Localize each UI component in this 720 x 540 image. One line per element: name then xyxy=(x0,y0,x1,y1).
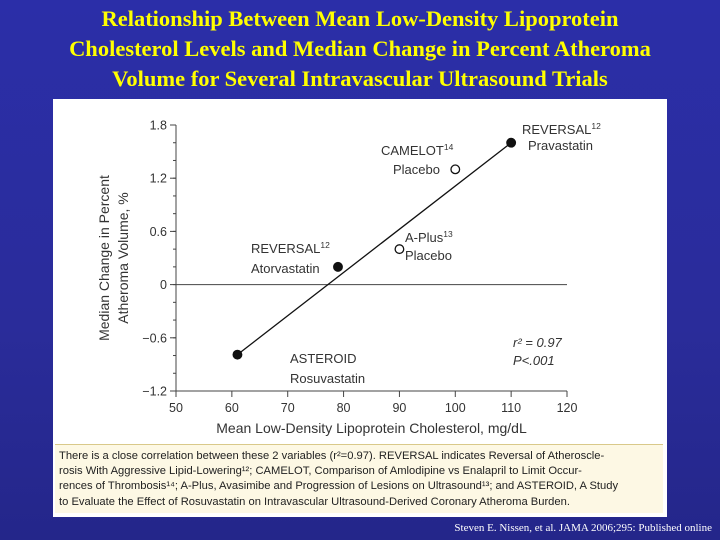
point-label-superscript: 14 xyxy=(444,142,454,152)
point-label: REVERSAL12 xyxy=(522,121,601,137)
x-tick-label: 70 xyxy=(281,401,295,415)
caption-line-1: There is a close correlation between the… xyxy=(59,450,605,462)
x-tick-label: 50 xyxy=(169,401,183,415)
data-point xyxy=(333,261,343,272)
point-label-superscript: 12 xyxy=(320,240,330,250)
point-sublabel: Atorvastatin xyxy=(251,261,320,276)
figure-panel: 1.8 1.2 0.6 0 −0.6 −1.2 50 60 70 80 90 100 110 120 Mea… xyxy=(53,99,667,517)
data-point xyxy=(506,137,517,148)
caption-line-4: to Evaluate the Effect of Rosuvastatin o… xyxy=(59,495,570,508)
point-label-superscript: 13 xyxy=(443,229,453,239)
data-point xyxy=(394,244,405,255)
y-tick-label: 1.8 xyxy=(150,119,167,133)
point-label: CAMELOT14 xyxy=(381,142,454,158)
point-label-superscript: 12 xyxy=(591,121,601,131)
caption-line-3: rences of Thrombosis¹⁴; A-Plus, Avasimib… xyxy=(59,480,619,493)
y-tick-label: 0 xyxy=(160,278,167,292)
point-sublabel: Placebo xyxy=(405,248,452,263)
figure-caption: There is a close correlation between the… xyxy=(55,444,663,513)
slide-title-line-1: Relationship Between Mean Low-Density Li… xyxy=(101,6,619,31)
y-tick-label: 0.6 xyxy=(150,225,167,239)
y-axis-title-line: Median Change in Percent xyxy=(96,175,112,341)
p-value-label: P<.001 xyxy=(513,353,555,368)
x-axis-title: Mean Low-Density Lipoprotein Cholesterol… xyxy=(216,420,527,436)
y-tick-label: 1.2 xyxy=(150,172,167,186)
x-tick-label: 100 xyxy=(445,401,466,415)
data-point xyxy=(450,164,461,175)
x-tick-label: 60 xyxy=(225,401,239,415)
slide-title: Relationship Between Mean Low-Density Li… xyxy=(0,4,720,94)
y-axis-title-line: Atheroma Volume, % xyxy=(115,192,131,324)
regression-line xyxy=(237,142,512,356)
point-label: ASTEROID xyxy=(290,351,356,366)
slide-title-line-2: Cholesterol Levels and Median Change in … xyxy=(69,36,651,61)
caption-line-2: rosis With Aggressive Lipid-Lowering¹²; … xyxy=(59,465,582,478)
x-tick-label: 90 xyxy=(392,401,406,415)
y-tick-label: −1.2 xyxy=(142,385,167,399)
point-label: A-Plus13 xyxy=(405,229,453,245)
x-tick-label: 110 xyxy=(501,401,521,415)
point-sublabel: Placebo xyxy=(393,162,440,177)
r-squared-label: r² = 0.97 xyxy=(513,335,563,350)
x-tick-label: 120 xyxy=(557,401,578,415)
data-point xyxy=(232,349,243,360)
point-sublabel: Rosuvastatin xyxy=(290,371,365,386)
y-tick-label: −0.6 xyxy=(142,331,167,345)
scatter-chart: 1.8 1.2 0.6 0 −0.6 −1.250 60 70 80 90 100 110 120 Mea… xyxy=(96,119,601,437)
slide-title-line-3: Volume for Several Intravascular Ultraso… xyxy=(112,66,608,91)
point-sublabel: Pravastatin xyxy=(528,138,593,153)
citation: Steven E. Nissen, et al. JAMA 2006;295: … xyxy=(454,522,712,534)
point-label: REVERSAL12 xyxy=(251,240,330,256)
x-tick-label: 80 xyxy=(337,401,351,415)
